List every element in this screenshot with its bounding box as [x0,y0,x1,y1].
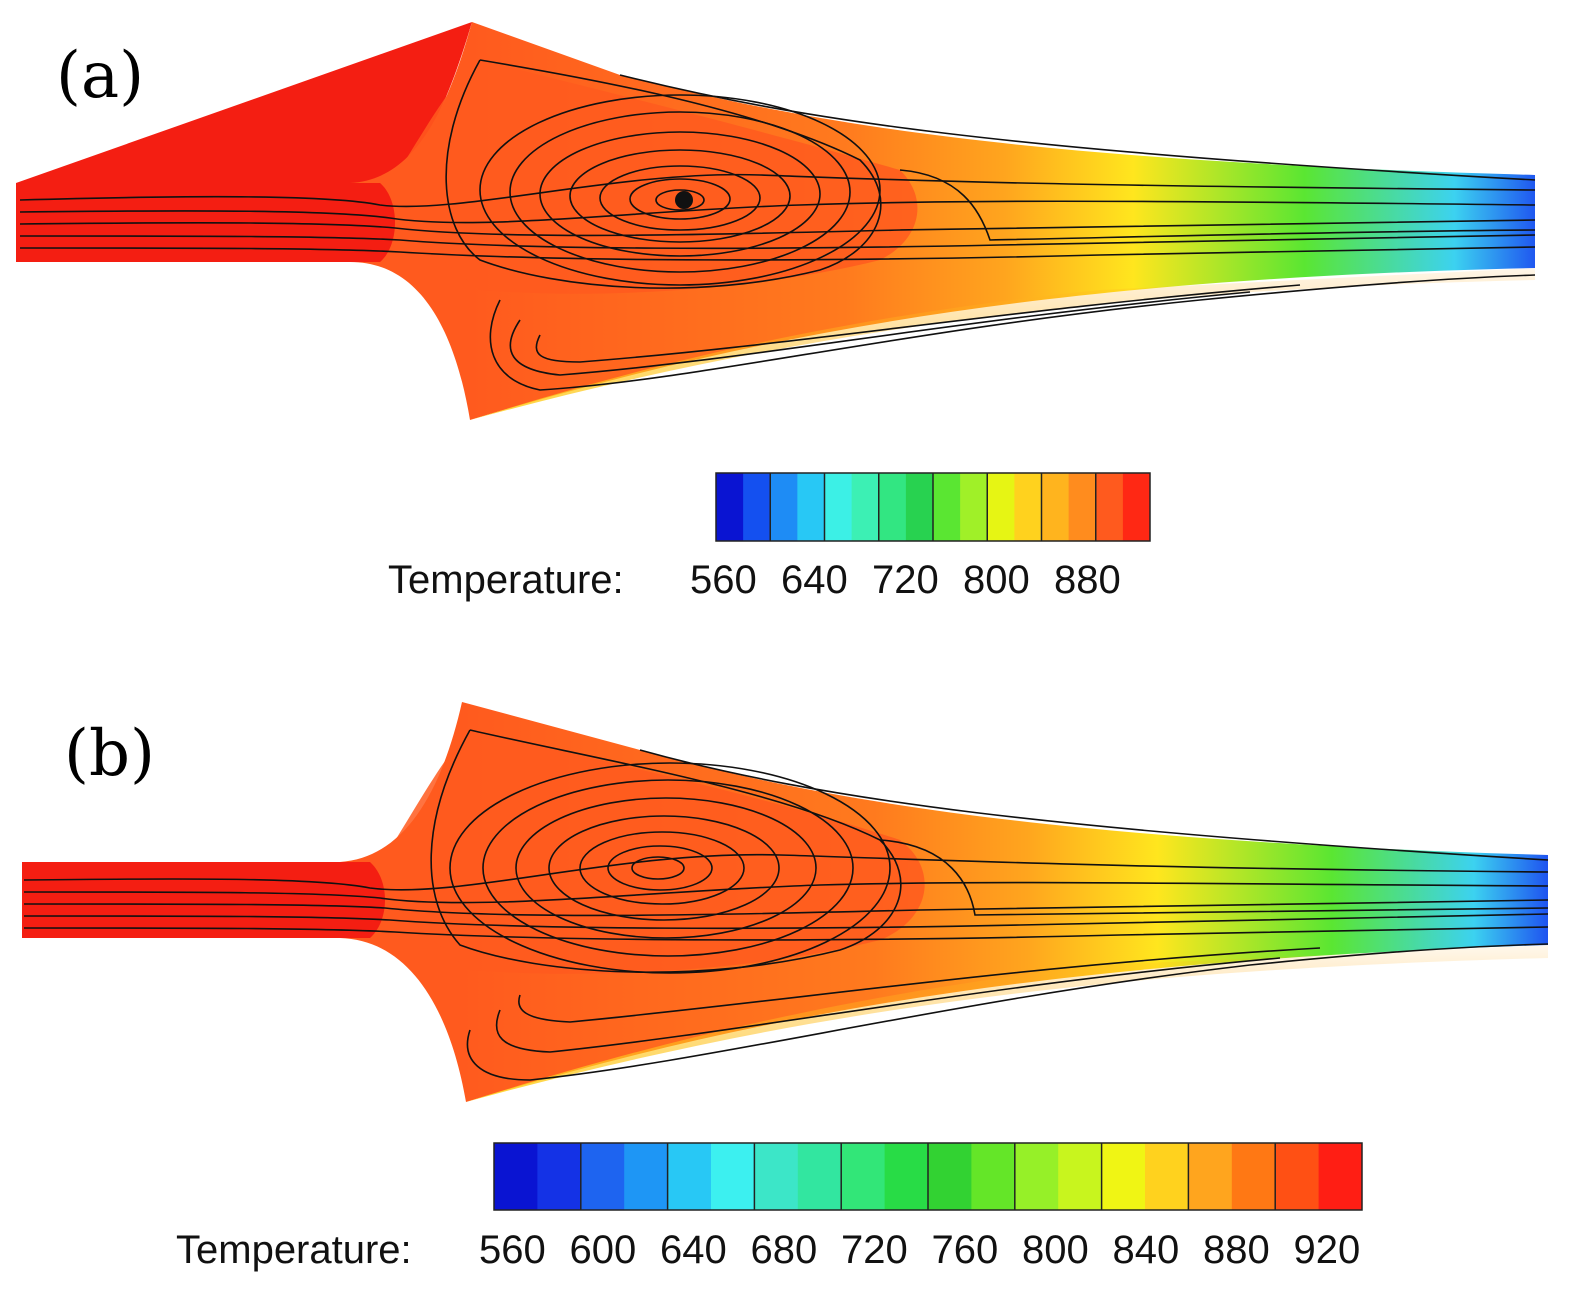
colorbar-a-swatch [1014,473,1042,541]
colorbar-b-swatch [1275,1143,1320,1210]
colorbar-b-swatch [884,1143,929,1210]
colorbar-b-swatch [580,1143,625,1210]
panel-b-lower-yellow [466,945,1548,1102]
colorbar-b-swatch [1058,1143,1103,1210]
colorbar-b-swatch [1101,1143,1146,1210]
colorbar-b-title: Temperature: [176,1228,412,1272]
colorbar-b-swatch [537,1143,582,1210]
colorbar-a-swatch [960,473,988,541]
colorbar-a-swatch [851,473,880,541]
panel-a-streamlines [19,59,1536,391]
colorbar-a-swatch [716,473,744,541]
colorbar-a-swatch [933,473,961,541]
colorbar-b-swatch [494,1143,538,1210]
colorbar-b [493,1142,1363,1211]
colorbar-a-swatch [905,473,934,541]
colorbar-b-tick-label: 920 [1293,1228,1361,1272]
panel-b-streamlines [23,729,1549,1081]
colorbar-a-frame [715,472,1151,542]
colorbar-a-swatch [878,473,907,541]
colorbar-a [715,472,1151,542]
colorbar-a-swatch [1068,473,1097,541]
colorbar-b-swatch [928,1143,972,1210]
colorbar-a-tick-label: 800 [963,558,1030,602]
colorbar-b-frame [493,1142,1363,1211]
colorbar-a-swatch [1122,473,1151,541]
colorbar-b-tick-label: 800 [1022,1228,1089,1272]
colorbar-b-tick-label: 600 [569,1228,637,1272]
colorbar-a-swatch [743,473,771,541]
colorbar-b-swatch [1231,1143,1276,1210]
colorbar-a-swatch [797,473,825,541]
colorbar-a-swatch [1095,473,1124,541]
colorbar-a-tick-label: 560 [690,558,757,602]
colorbar-b-tick-label: 840 [1112,1228,1180,1272]
panel-b-domain [22,702,1548,1102]
colorbar-b-swatch [754,1143,799,1210]
panel-b-label: (b) [64,717,155,791]
colorbar-b-swatch [1145,1143,1189,1210]
panel-a-inlet [16,22,472,183]
colorbar-a-tick-label: 720 [872,558,939,602]
colorbar-b-swatch [971,1143,1016,1210]
colorbar-b-tick-label: 880 [1203,1228,1270,1272]
colorbar-b-swatch [624,1143,669,1210]
colorbar-b-tick-label: 720 [841,1228,908,1272]
colorbar-b-tick-label: 680 [750,1228,818,1272]
colorbar-b-swatch [1188,1143,1233,1210]
panel-a-label: (a) [56,39,145,113]
colorbar-b-swatch [1318,1143,1363,1210]
colorbar-a-swatch [1041,473,1070,541]
panel-a-domain [16,22,1535,420]
colorbar-b-tick-label: 640 [660,1228,727,1272]
panel-b-inlet-red [22,862,385,938]
colorbar-b-tick-label: 760 [931,1228,999,1272]
colorbar-b-swatch [841,1143,886,1210]
colorbar-b-tick-label: 560 [479,1228,546,1272]
colorbar-b-swatch [667,1143,712,1210]
colorbar-b-swatch [1014,1143,1059,1210]
colorbar-a-swatch [824,473,853,541]
colorbar-b-swatch [797,1143,842,1210]
panel-a-vortex-center [675,191,693,209]
colorbar-a-swatch [770,473,798,541]
colorbar-a-tick-label: 880 [1054,558,1121,602]
colorbar-b-swatch [711,1143,755,1210]
colorbar-a-swatch [987,473,1015,541]
colorbar-a-title: Temperature: [388,558,624,602]
colorbar-a-tick-label: 640 [781,558,848,602]
